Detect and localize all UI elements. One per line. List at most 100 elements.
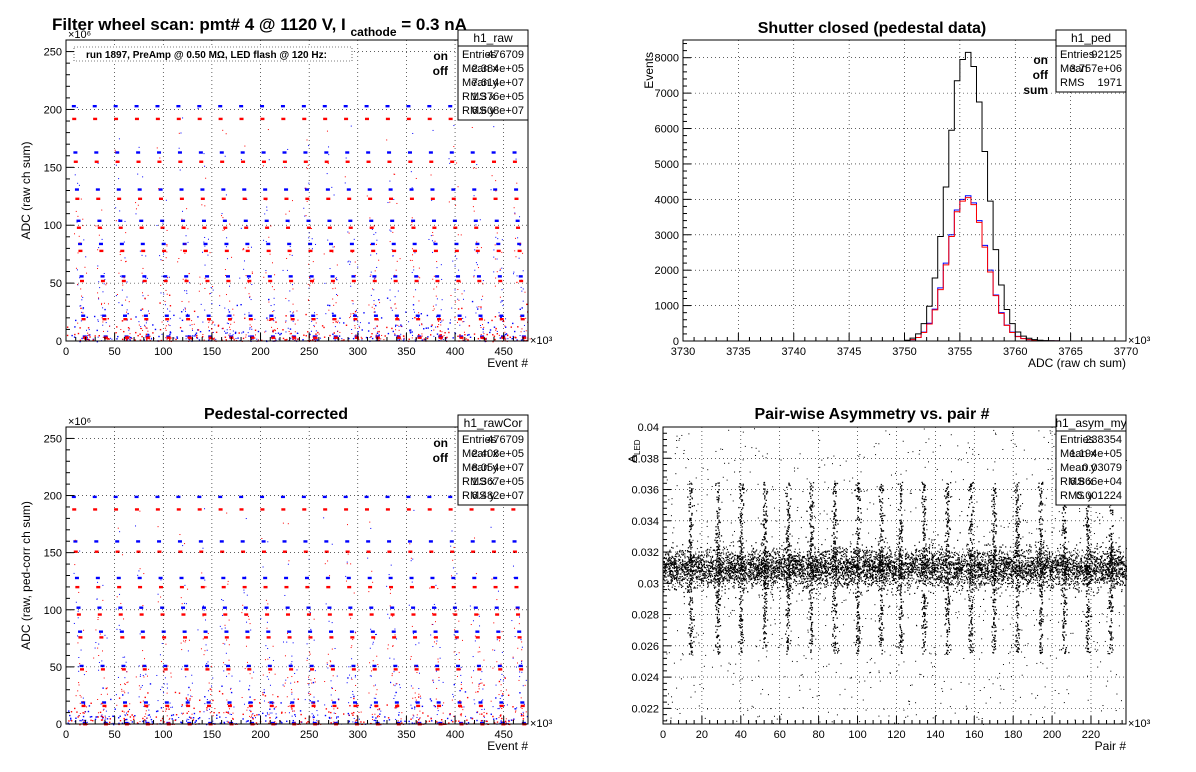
- data-point: [97, 219, 102, 222]
- data-point: [457, 314, 462, 317]
- data-point: [1013, 555, 1016, 557]
- data-point: [353, 697, 355, 700]
- data-point: [136, 160, 141, 163]
- data-point: [165, 318, 170, 321]
- data-point: [76, 106, 78, 108]
- data-point: [473, 219, 478, 222]
- data-point: [1013, 566, 1015, 568]
- data-point: [322, 495, 327, 499]
- data-point: [309, 275, 314, 278]
- data-point: [1051, 578, 1053, 581]
- data-point: [486, 712, 488, 715]
- data-point: [815, 560, 817, 563]
- data-point: [412, 633, 414, 635]
- data-point: [307, 331, 309, 333]
- data-point: [245, 242, 250, 246]
- data-point: [191, 674, 193, 676]
- data-point: [138, 585, 143, 589]
- data-point: [410, 718, 412, 720]
- data-point: [1070, 578, 1072, 580]
- data-point: [96, 716, 98, 718]
- data-point: [273, 320, 275, 322]
- data-point: [1077, 571, 1079, 573]
- data-point: [207, 254, 209, 256]
- data-point: [370, 675, 372, 677]
- data-point: [940, 553, 942, 555]
- data-point: [1083, 561, 1085, 563]
- data-point: [181, 218, 183, 220]
- data-point: [351, 279, 356, 283]
- scatter-points: [67, 495, 529, 726]
- title-main: Filter wheel scan: pmt# 4 @ 1120 V, I: [52, 15, 350, 34]
- data-point: [371, 713, 373, 715]
- data-point: [521, 307, 523, 309]
- data-point: [264, 331, 266, 333]
- data-point: [349, 674, 351, 676]
- data-point: [1004, 568, 1007, 570]
- data-point: [212, 677, 214, 679]
- data-point: [438, 679, 440, 681]
- data-point: [241, 612, 243, 614]
- data-point: [135, 331, 137, 334]
- data-point: [522, 252, 524, 254]
- data-point: [166, 667, 168, 669]
- data-point: [99, 711, 102, 714]
- data-point: [78, 249, 83, 253]
- data-point: [66, 334, 69, 337]
- data-point: [211, 665, 213, 667]
- data-point: [949, 570, 952, 572]
- data-point: [142, 176, 144, 178]
- data-point: [412, 558, 414, 560]
- data-point: [995, 569, 997, 571]
- data-point: [378, 339, 380, 342]
- data-point: [286, 226, 291, 229]
- data-point: [158, 576, 163, 580]
- data-point: [224, 336, 227, 338]
- data-point: [266, 676, 268, 678]
- data-point: [477, 668, 482, 671]
- data-point: [144, 318, 149, 321]
- data-point: [245, 275, 247, 277]
- data-point: [411, 271, 413, 273]
- data-point: [210, 711, 212, 713]
- data-point: [269, 701, 274, 704]
- data-point: [274, 329, 276, 332]
- data-point: [166, 692, 168, 694]
- data-point: [308, 263, 310, 265]
- data-point: [456, 162, 458, 164]
- data-point: [427, 104, 432, 108]
- data-point: [291, 708, 293, 710]
- data-point: [123, 318, 128, 321]
- data-point: [430, 585, 435, 589]
- data-point: [280, 720, 282, 723]
- data-point: [176, 337, 179, 339]
- data-point: [512, 151, 517, 154]
- data-point: [283, 641, 285, 643]
- data-point: [79, 719, 81, 722]
- data-point: [476, 246, 478, 248]
- data-point: [348, 702, 350, 704]
- data-point: [770, 574, 772, 576]
- data-point: [495, 327, 497, 330]
- data-point: [352, 693, 354, 695]
- data-point: [142, 605, 144, 607]
- data-point: [199, 710, 201, 713]
- data-point: [460, 234, 462, 236]
- data-point: [385, 508, 390, 511]
- data-point: [139, 219, 144, 222]
- data-point: [401, 712, 403, 714]
- data-point: [816, 570, 819, 572]
- data-point: [440, 719, 443, 721]
- data-point: [209, 700, 211, 702]
- data-point: [227, 704, 232, 708]
- data-point: [455, 279, 457, 281]
- data-point: [223, 226, 228, 229]
- data-point: [200, 648, 202, 650]
- data-point: [373, 289, 375, 291]
- data-point: [73, 151, 78, 154]
- data-point: [314, 670, 316, 672]
- data-point: [310, 228, 312, 230]
- data-point: [291, 693, 293, 695]
- data-point: [519, 279, 524, 283]
- data-point: [372, 664, 377, 668]
